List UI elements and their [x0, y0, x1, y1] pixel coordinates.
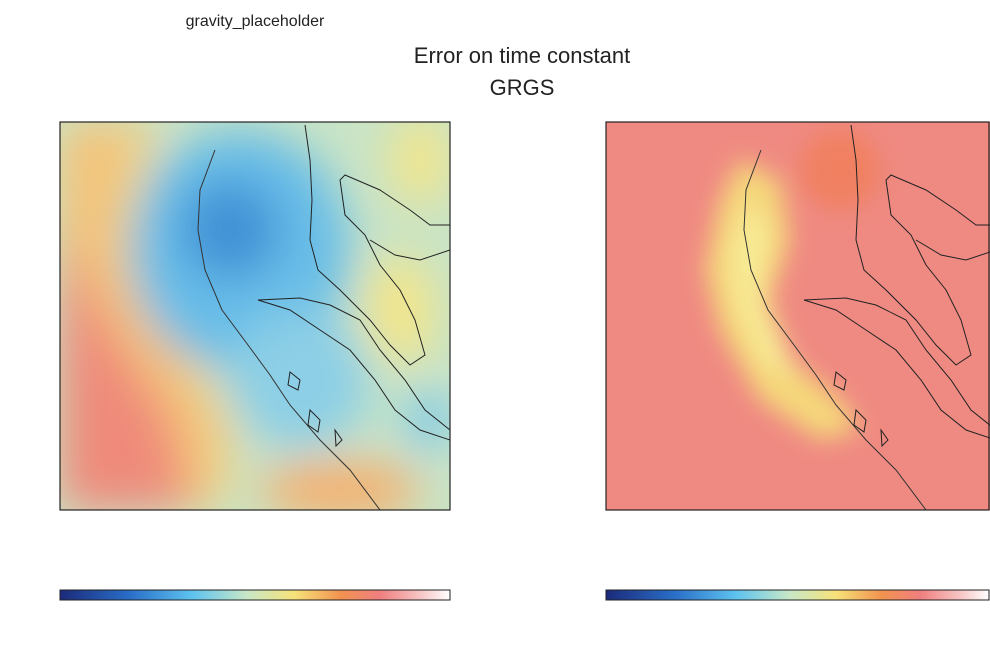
- colorbar: [605, 589, 990, 601]
- map-frame: [59, 121, 451, 511]
- figure-title: Error on time constant: [414, 43, 630, 68]
- geoid-map: [60, 122, 450, 510]
- gravity-map: [606, 122, 990, 510]
- colorbar: [59, 589, 451, 601]
- panel-title: gravity_placeholder: [186, 13, 325, 30]
- map-frame: [605, 121, 990, 511]
- figure-subtitle: GRGS: [490, 75, 555, 100]
